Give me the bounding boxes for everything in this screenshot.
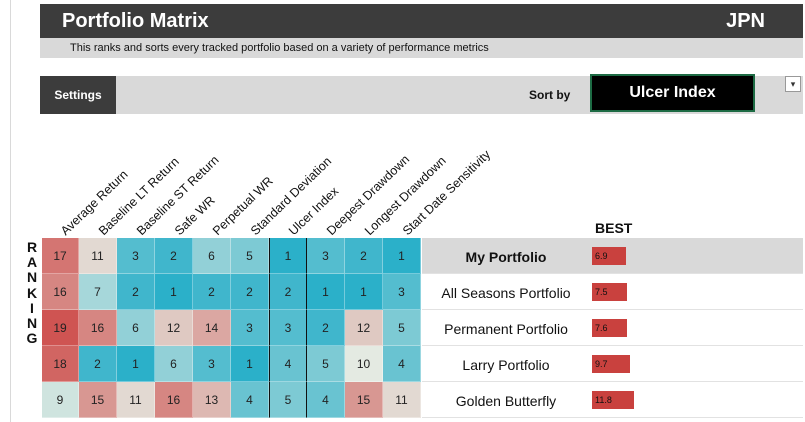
matrix-row: 17 11 3 2 6 5 1 3 2 1 (42, 238, 421, 274)
rank-cell: 12 (345, 310, 383, 346)
rank-cell: 9 (42, 382, 79, 418)
rank-cell: 1 (307, 274, 345, 310)
rank-cell: 16 (42, 274, 79, 310)
portfolio-name: Golden Butterfly (455, 393, 557, 409)
portfolio-list: My Portfolio 6.9 All Seasons Portfolio 7.5 P… (422, 238, 803, 418)
sort-by-select[interactable]: Ulcer Index (590, 74, 755, 112)
ulcer-index-bar: 11.8 (592, 391, 634, 409)
rank-cell: 2 (269, 274, 307, 310)
rank-cell: 3 (307, 238, 345, 274)
matrix-row: 19 16 6 12 14 3 3 2 12 5 (42, 310, 421, 346)
chevron-down-icon[interactable]: ▾ (785, 76, 801, 92)
rank-cell: 1 (383, 238, 421, 274)
rank-cell: 5 (269, 382, 307, 418)
portfolio-name: Permanent Portfolio (444, 321, 568, 337)
rank-cell: 1 (345, 274, 383, 310)
settings-button[interactable]: Settings (40, 76, 116, 114)
rank-cell: 2 (231, 274, 269, 310)
column-headers: Average Return Baseline LT Return Baseline… (0, 120, 560, 238)
rank-cell: 18 (42, 346, 79, 382)
rank-cell: 2 (345, 238, 383, 274)
rank-cell: 11 (117, 382, 155, 418)
rank-cell: 16 (155, 382, 193, 418)
ulcer-index-bar: 6.9 (592, 247, 626, 265)
rank-matrix: 17 11 3 2 6 5 1 3 2 1 16 7 2 1 2 2 2 1 1 3 19 16 6 12 14 3 3 2 12 5 18… (42, 238, 421, 418)
page-description: This ranks and sorts every tracked portf… (70, 42, 489, 54)
matrix-row: 18 2 1 6 3 1 4 5 10 4 (42, 346, 421, 382)
rank-cell: 2 (155, 238, 193, 274)
matrix-row: 9 15 11 16 13 4 5 4 15 11 (42, 382, 421, 418)
rank-cell: 19 (42, 310, 79, 346)
rank-cell: 4 (269, 346, 307, 382)
toolbar: Settings Sort by Ulcer Index ▾ (40, 74, 803, 114)
ranking-letter: A (26, 254, 38, 271)
rank-cell: 6 (117, 310, 155, 346)
rank-cell: 2 (79, 346, 117, 382)
rank-cell: 6 (155, 346, 193, 382)
ranking-letter: N (26, 269, 38, 286)
ranking-letter: I (30, 299, 34, 316)
rank-cell: 3 (193, 346, 231, 382)
rank-cell: 4 (307, 382, 345, 418)
subtitle-band: This ranks and sorts every tracked portf… (40, 38, 803, 58)
rank-cell: 12 (155, 310, 193, 346)
rank-cell: 1 (269, 238, 307, 274)
rank-cell: 2 (193, 274, 231, 310)
left-rule (10, 0, 11, 422)
ranking-letter: R (26, 239, 38, 255)
ulcer-index-bar: 7.5 (592, 283, 627, 301)
ranking-letter: N (26, 315, 38, 332)
rank-cell: 5 (231, 238, 269, 274)
rank-cell: 4 (383, 346, 421, 382)
rank-cell: 1 (231, 346, 269, 382)
ulcer-index-bar: 9.7 (592, 355, 630, 373)
rank-cell: 11 (79, 238, 117, 274)
rank-cell: 4 (231, 382, 269, 418)
title-bar: Portfolio Matrix JPN (40, 4, 803, 38)
rank-cell: 3 (269, 310, 307, 346)
rank-cell: 10 (345, 346, 383, 382)
rank-cell: 15 (345, 382, 383, 418)
rank-cell: 13 (193, 382, 231, 418)
rank-cell: 16 (79, 310, 117, 346)
column-header[interactable]: Average Return (58, 167, 131, 239)
rank-cell: 1 (155, 274, 193, 310)
rank-cell: 5 (383, 310, 421, 346)
portfolio-name: Larry Portfolio (462, 357, 550, 373)
rank-cell: 14 (193, 310, 231, 346)
sort-by-label: Sort by (529, 88, 571, 102)
rank-cell: 6 (193, 238, 231, 274)
portfolio-row[interactable]: All Seasons Portfolio 7.5 (422, 274, 803, 310)
rank-cell: 5 (307, 346, 345, 382)
rank-cell: 3 (231, 310, 269, 346)
portfolio-name: My Portfolio (465, 249, 547, 265)
rank-cell: 7 (79, 274, 117, 310)
matrix-row: 16 7 2 1 2 2 2 1 1 3 (42, 274, 421, 310)
rank-cell: 2 (117, 274, 155, 310)
rank-cell: 2 (307, 310, 345, 346)
portfolio-name: All Seasons Portfolio (441, 285, 571, 301)
country-code: JPN (726, 10, 765, 32)
portfolio-row[interactable]: My Portfolio 6.9 (422, 238, 803, 274)
rank-cell: 3 (383, 274, 421, 310)
rank-cell: 17 (42, 238, 79, 274)
rank-cell: 3 (117, 238, 155, 274)
rank-cell: 1 (117, 346, 155, 382)
ranking-letter: G (26, 330, 38, 347)
portfolio-row[interactable]: Golden Butterfly 11.8 (422, 382, 803, 418)
ulcer-index-bar: 7.6 (592, 319, 627, 337)
portfolio-row[interactable]: Larry Portfolio 9.7 (422, 346, 803, 382)
best-label: BEST (595, 220, 633, 236)
portfolio-row[interactable]: Permanent Portfolio 7.6 (422, 310, 803, 346)
rank-cell: 15 (79, 382, 117, 418)
rank-cell: 11 (383, 382, 421, 418)
page-title: Portfolio Matrix (62, 10, 209, 32)
ranking-letter: K (26, 284, 38, 301)
